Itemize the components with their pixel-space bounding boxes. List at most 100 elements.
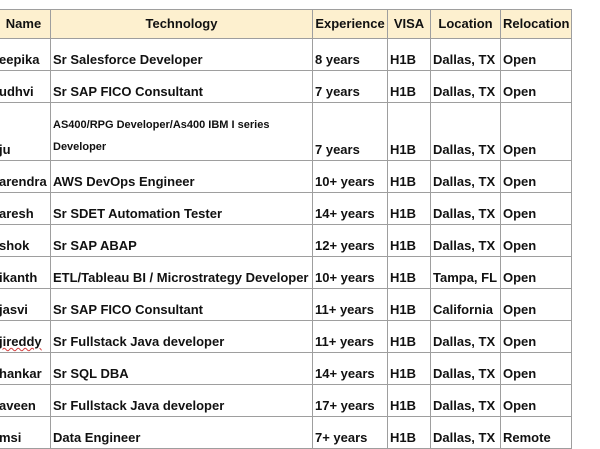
cell-experience[interactable]: 11+ years xyxy=(312,320,388,353)
cell-technology[interactable]: Sr SQL DBA xyxy=(50,352,313,385)
cell-technology[interactable]: Sr SAP FICO Consultant xyxy=(50,70,313,103)
cell-relocation[interactable]: Open xyxy=(499,256,573,289)
cell-location[interactable]: Dallas, TX xyxy=(430,384,501,417)
cell-visa[interactable]: H1B xyxy=(387,320,431,353)
cell-location[interactable]: Dallas, TX xyxy=(430,102,501,161)
cell-location[interactable]: Dallas, TX xyxy=(430,320,501,353)
cell-name[interactable]: ikanth xyxy=(0,256,51,289)
experience-text: 7+ years xyxy=(315,430,368,445)
relocation-text: Open xyxy=(503,270,537,285)
cell-name[interactable]: jireddy xyxy=(0,320,51,353)
cell-location[interactable]: Dallas, TX xyxy=(430,224,501,257)
technology-text: Sr Fullstack Java developer xyxy=(53,334,225,349)
cell-location[interactable]: Dallas, TX xyxy=(430,416,501,449)
cell-location[interactable]: Dallas, TX xyxy=(430,70,501,103)
cell-name[interactable]: udhvi xyxy=(0,70,51,103)
cell-visa[interactable]: H1B xyxy=(387,352,431,385)
location-text: California xyxy=(433,302,493,317)
cell-technology[interactable]: AS400/RPG Developer/As400 IBM I series D… xyxy=(50,102,313,161)
cell-experience[interactable]: 12+ years xyxy=(312,224,388,257)
cell-location[interactable]: Dallas, TX xyxy=(430,160,501,193)
cell-technology[interactable]: Sr SAP ABAP xyxy=(50,224,313,257)
cell-experience[interactable]: 14+ years xyxy=(312,352,388,385)
visa-text: H1B xyxy=(390,84,417,99)
cell-name[interactable]: aresh xyxy=(0,192,51,225)
location-text: Dallas, TX xyxy=(433,398,496,413)
cell-relocation[interactable]: Open xyxy=(499,160,573,193)
cell-experience[interactable]: 8 years xyxy=(312,38,388,71)
relocation-text: Open xyxy=(503,366,537,381)
cell-visa[interactable]: H1B xyxy=(387,256,431,289)
cell-experience[interactable]: 7 years xyxy=(312,102,388,161)
cell-visa[interactable]: H1B xyxy=(387,384,431,417)
cell-relocation[interactable]: Open xyxy=(499,70,573,103)
relocation-text: Remote xyxy=(503,430,551,445)
header-relocation[interactable]: Relocation xyxy=(499,9,573,39)
visa-text: H1B xyxy=(390,142,417,157)
cell-visa[interactable]: H1B xyxy=(387,192,431,225)
cell-technology[interactable]: Sr Fullstack Java developer xyxy=(50,384,313,417)
cell-relocation[interactable]: Open xyxy=(499,384,573,417)
technology-text: Sr Fullstack Java developer xyxy=(53,398,225,413)
cell-experience[interactable]: 14+ years xyxy=(312,192,388,225)
name-text: jasvi xyxy=(0,302,28,317)
technology-text: Sr Salesforce Developer xyxy=(53,52,203,67)
visa-text: H1B xyxy=(390,302,417,317)
cell-location[interactable]: Dallas, TX xyxy=(430,38,501,71)
cell-location[interactable]: Dallas, TX xyxy=(430,192,501,225)
cell-name[interactable]: aveen xyxy=(0,384,51,417)
cell-name[interactable]: jasvi xyxy=(0,288,51,321)
cell-experience[interactable]: 11+ years xyxy=(312,288,388,321)
cell-technology[interactable]: Sr Fullstack Java developer xyxy=(50,320,313,353)
technology-text: Sr SDET Automation Tester xyxy=(53,206,223,221)
technology-text: ETL/Tableau BI / Microstrategy Developer xyxy=(53,270,309,285)
header-visa[interactable]: VISA xyxy=(387,9,431,39)
cell-name[interactable]: eepika xyxy=(0,38,51,71)
name-text: aveen xyxy=(0,398,36,413)
relocation-text: Open xyxy=(503,52,537,67)
header-location[interactable]: Location xyxy=(430,9,501,39)
cell-technology[interactable]: Sr SAP FICO Consultant xyxy=(50,288,313,321)
cell-location[interactable]: Tampa, FL xyxy=(430,256,501,289)
cell-location[interactable]: California xyxy=(430,288,501,321)
cell-visa[interactable]: H1B xyxy=(387,102,431,161)
cell-visa[interactable]: H1B xyxy=(387,288,431,321)
cell-technology[interactable]: ETL/Tableau BI / Microstrategy Developer xyxy=(50,256,313,289)
cell-relocation[interactable]: Open xyxy=(499,102,573,161)
header-name[interactable]: Name xyxy=(0,9,51,39)
cell-experience[interactable]: 7 years xyxy=(312,70,388,103)
cell-experience[interactable]: 10+ years xyxy=(312,256,388,289)
cell-relocation[interactable]: Open xyxy=(499,320,573,353)
cell-experience[interactable]: 7+ years xyxy=(312,416,388,449)
cell-experience[interactable]: 17+ years xyxy=(312,384,388,417)
cell-relocation[interactable]: Remote xyxy=(499,416,573,449)
cell-experience[interactable]: 10+ years xyxy=(312,160,388,193)
header-technology[interactable]: Technology xyxy=(50,9,313,39)
table-row: udhvi Sr SAP FICO Consultant 7 years H1B Dal… xyxy=(0,70,573,103)
cell-relocation[interactable]: Open xyxy=(499,192,573,225)
cell-relocation[interactable]: Open xyxy=(499,288,573,321)
cell-visa[interactable]: H1B xyxy=(387,224,431,257)
technology-text: AWS DevOps Engineer xyxy=(53,174,195,189)
cell-name[interactable]: ju xyxy=(0,102,51,161)
cell-visa[interactable]: H1B xyxy=(387,160,431,193)
header-experience[interactable]: Experience xyxy=(312,9,388,39)
table-row: aveen Sr Fullstack Java developer 17+ year… xyxy=(0,384,573,417)
cell-technology[interactable]: Sr SDET Automation Tester xyxy=(50,192,313,225)
cell-visa[interactable]: H1B xyxy=(387,38,431,71)
cell-name[interactable]: hankar xyxy=(0,352,51,385)
cell-relocation[interactable]: Open xyxy=(499,352,573,385)
cell-technology[interactable]: Sr Salesforce Developer xyxy=(50,38,313,71)
cell-name[interactable]: msi xyxy=(0,416,51,449)
cell-relocation[interactable]: Open xyxy=(499,224,573,257)
cell-relocation[interactable]: Open xyxy=(499,38,573,71)
cell-visa[interactable]: H1B xyxy=(387,70,431,103)
name-text: jireddy xyxy=(0,334,42,349)
cell-visa[interactable]: H1B xyxy=(387,416,431,449)
cell-technology[interactable]: AWS DevOps Engineer xyxy=(50,160,313,193)
cell-name[interactable]: shok xyxy=(0,224,51,257)
cell-location[interactable]: Dallas, TX xyxy=(430,352,501,385)
cell-technology[interactable]: Data Engineer xyxy=(50,416,313,449)
table-row: ikanth ETL/Tableau BI / Microstrategy Dev… xyxy=(0,256,573,289)
cell-name[interactable]: arendra xyxy=(0,160,51,193)
